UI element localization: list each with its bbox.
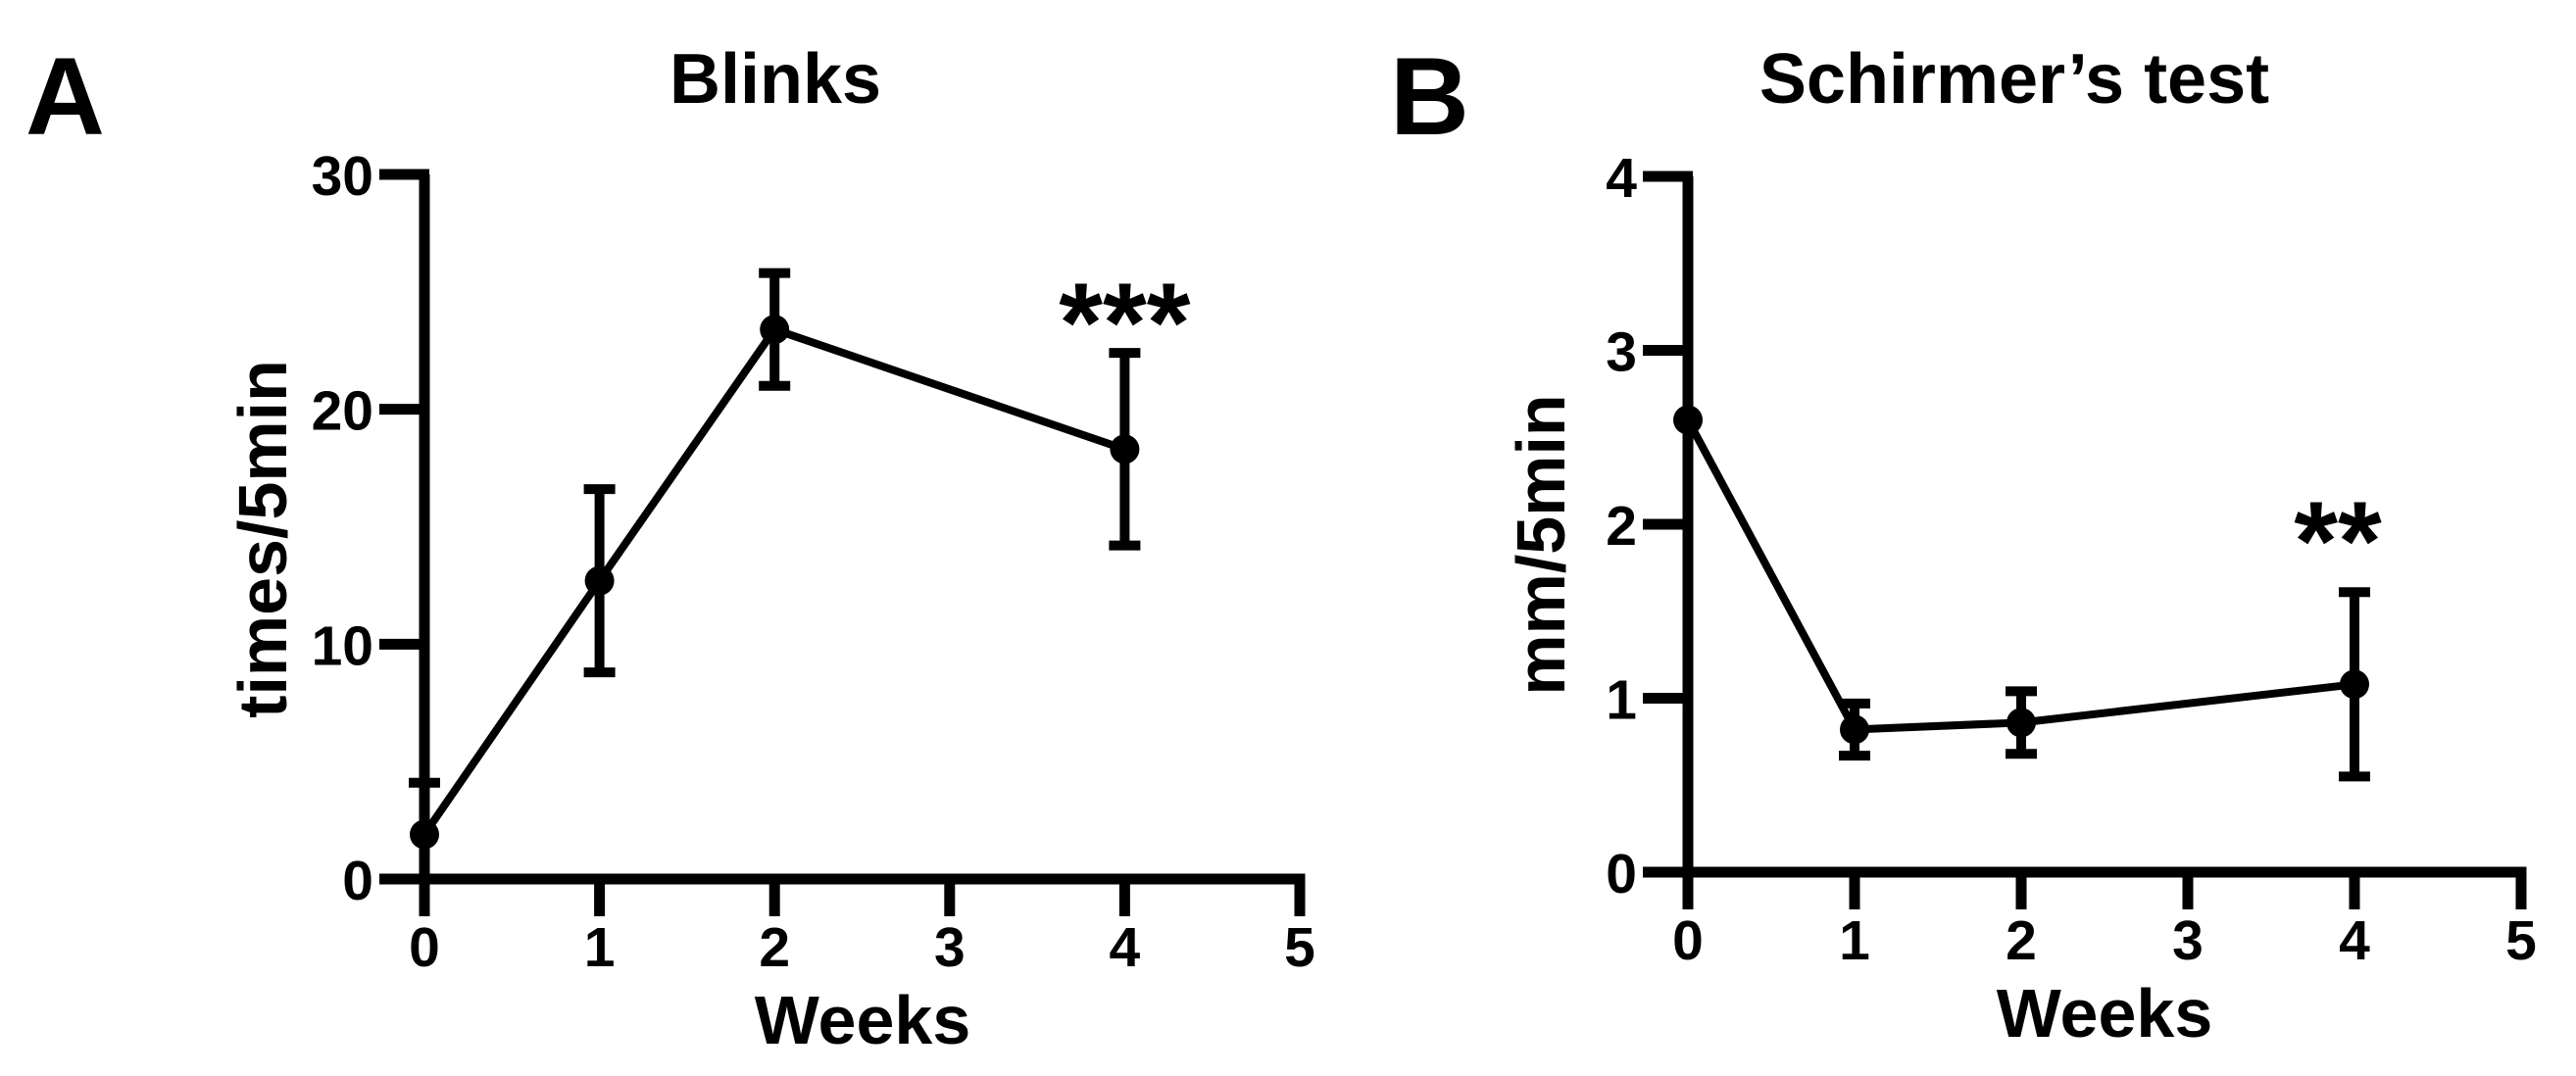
x-tick-label: 3 [934,916,966,979]
y-tick-label: 1 [1606,669,1637,732]
data-point [760,315,790,345]
panel-b-plot-area: 0 1 2 3 4 0 1 2 3 4 5 [1606,147,2537,972]
panel-a-y-axis-label: times/5min [224,360,301,718]
x-tick-label: 4 [2339,909,2370,972]
data-point [1673,405,1703,435]
x-tick-label: 4 [1110,916,1141,979]
x-tick-label: 1 [584,916,616,979]
panel-b-title: Schirmer’s test [1759,40,2269,119]
data-point [2340,669,2369,700]
data-point [1840,714,1869,745]
panel-a-plot-area: 0 10 20 30 0 1 2 3 4 5 [312,145,1315,979]
data-point [584,565,615,596]
data-line [1684,417,2355,734]
y-tick-label: 20 [312,380,373,443]
y-tick-label: 0 [342,850,373,912]
panel-b-x-axis-label: Weeks [1997,975,2213,1052]
y-tick-label: 10 [312,614,373,677]
panel-a-letter: A [25,35,105,158]
panel-a-title: Blinks [669,40,881,119]
data-point [1110,434,1140,465]
x-tick-label: 2 [759,916,790,979]
x-tick-label: 0 [1672,909,1704,972]
data-point [2006,708,2036,738]
x-tick-label: 5 [2505,909,2537,972]
y-tick-label: 4 [1606,147,1637,210]
data-point [410,819,439,850]
y-tick-label: 0 [1606,843,1637,905]
x-tick-label: 1 [1839,909,1870,972]
panel-b-letter: B [1390,35,1469,158]
data-line [421,324,1126,837]
x-tick-label: 0 [409,916,440,979]
panel-b-y-axis-label: mm/5min [1503,394,1579,695]
y-tick-label: 30 [312,145,373,208]
panel-a-x-axis-label: Weeks [755,982,971,1058]
x-tick-label: 3 [2172,909,2204,972]
panel-b-significance-asterisks: ** [2294,479,2382,605]
x-tick-label: 2 [2006,909,2037,972]
y-tick-label: 2 [1606,495,1637,558]
y-tick-label: 3 [1606,321,1637,384]
x-tick-label: 5 [1284,916,1315,979]
